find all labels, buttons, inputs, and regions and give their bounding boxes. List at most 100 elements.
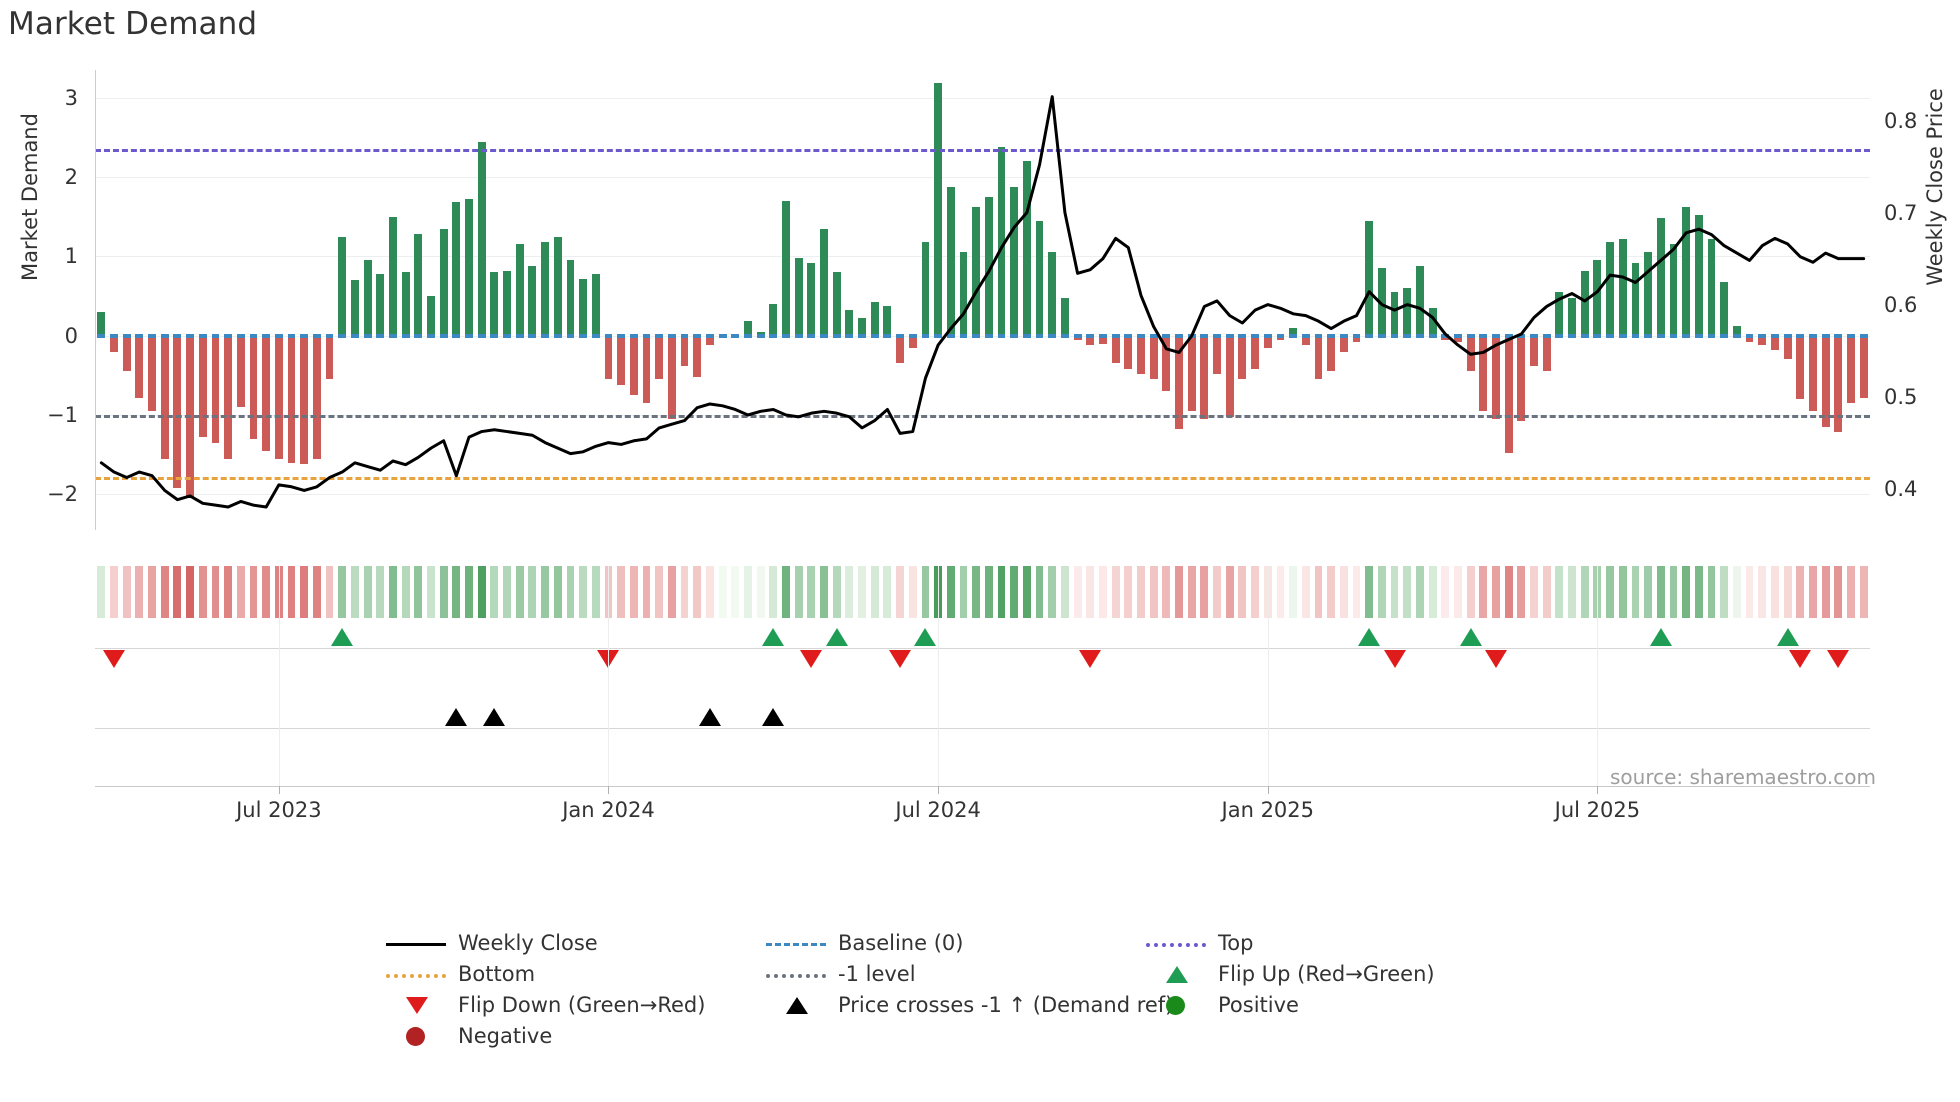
demand-bar <box>198 335 207 438</box>
intensity-cell <box>566 566 575 618</box>
intensity-cell <box>693 566 702 618</box>
intensity-cell <box>921 566 930 618</box>
y-axis-right-label: Weekly Close Price <box>1923 88 1947 286</box>
legend-item[interactable]: Negative <box>380 1021 552 1051</box>
y-tick-right: 0.5 <box>1884 384 1918 409</box>
intensity-cell <box>984 566 993 618</box>
y-tick-right: 0.7 <box>1884 200 1918 225</box>
intensity-cell <box>401 566 410 618</box>
x-tick-label: Jan 2025 <box>1221 798 1315 822</box>
intensity-cell <box>541 566 550 618</box>
demand-bar <box>262 335 271 451</box>
demand-bar <box>997 146 1006 336</box>
intensity-cell <box>934 566 943 618</box>
intensity-cell <box>1758 566 1767 618</box>
demand-bar <box>503 270 511 336</box>
intensity-cell <box>1149 566 1158 618</box>
intensity-cell <box>198 566 207 618</box>
intensity-cell <box>1732 566 1741 618</box>
y-tick-left: 0 <box>64 323 78 348</box>
intensity-cell <box>1631 566 1640 618</box>
legend-item[interactable]: Flip Up (Red→Green) <box>1140 959 1435 989</box>
intensity-cell <box>389 566 397 618</box>
intensity-cell <box>1441 566 1450 618</box>
price-cross-marker <box>483 708 506 726</box>
demand-bar <box>1618 238 1627 336</box>
legend-item[interactable]: Positive <box>1140 990 1299 1020</box>
legend-line-icon <box>760 959 832 989</box>
intensity-cell <box>820 566 828 618</box>
demand-bar <box>211 335 220 443</box>
legend-item[interactable]: Flip Down (Green→Red) <box>380 990 705 1020</box>
legend-item[interactable]: Baseline (0) <box>760 928 963 958</box>
intensity-cell <box>579 566 588 618</box>
demand-bar <box>769 303 778 336</box>
intensity-cell <box>782 566 790 618</box>
intensity-cell <box>325 566 334 618</box>
demand-bar <box>1720 281 1729 336</box>
gridline <box>95 494 1870 496</box>
demand-bar <box>1809 335 1817 412</box>
demand-bar <box>807 262 816 336</box>
intensity-cell <box>1099 566 1107 618</box>
legend-label: Flip Down (Green→Red) <box>458 993 706 1017</box>
demand-bar <box>135 335 144 398</box>
intensity-cell <box>1390 566 1399 618</box>
x-guide-line <box>938 566 940 786</box>
legend-line-swatch <box>766 943 826 946</box>
intensity-cell <box>1263 566 1272 618</box>
demand-bar <box>1530 335 1538 366</box>
price-cross-marker <box>762 708 785 726</box>
intensity-cell <box>1035 566 1044 618</box>
demand-bar <box>553 236 562 336</box>
legend-line-icon <box>760 928 832 958</box>
demand-bar <box>1377 268 1386 336</box>
legend-item[interactable]: Price crosses -1 ↑ (Demand ref) <box>760 990 1173 1020</box>
demand-bar <box>338 236 347 336</box>
intensity-cell <box>376 566 385 618</box>
intensity-cell <box>211 566 220 618</box>
intensity-cell <box>718 566 727 618</box>
x-tick-mark <box>938 786 940 794</box>
intensity-cell <box>1593 566 1602 618</box>
legend-item[interactable]: Weekly Close <box>380 928 598 958</box>
intensity-cell <box>1682 566 1691 618</box>
demand-bar <box>1783 335 1792 360</box>
demand-bar <box>122 335 131 372</box>
intensity-cell <box>1428 566 1437 618</box>
x-tick-label: Jul 2025 <box>1554 798 1641 822</box>
demand-bar <box>1466 335 1475 372</box>
gridline <box>95 177 1870 179</box>
intensity-cell <box>1377 566 1386 618</box>
flip-down-marker <box>889 650 912 668</box>
legend-item[interactable]: -1 level <box>760 959 916 989</box>
demand-bar <box>1415 265 1424 336</box>
demand-bar <box>984 196 993 336</box>
demand-bar <box>1694 215 1703 336</box>
demand-bar <box>1542 335 1551 372</box>
demand-bar <box>1111 335 1120 364</box>
intensity-cell <box>731 566 740 618</box>
demand-bar <box>1796 335 1805 400</box>
x-guide-line <box>278 566 280 786</box>
intensity-cell <box>300 566 309 618</box>
demand-bar <box>604 335 613 380</box>
flip-marker-axis <box>95 648 1870 649</box>
legend-item[interactable]: Bottom <box>380 959 535 989</box>
intensity-cell <box>1365 566 1374 618</box>
flip-down-marker <box>1079 650 1102 668</box>
legend-label: Negative <box>458 1024 553 1048</box>
legend-item[interactable]: Top <box>1140 928 1253 958</box>
flip-down-marker <box>800 650 823 668</box>
demand-bar <box>1847 335 1855 404</box>
intensity-cell <box>908 566 917 618</box>
price-cross-marker <box>698 708 721 726</box>
intensity-cell <box>1542 566 1551 618</box>
x-tick-mark <box>1597 786 1599 794</box>
demand-bar <box>1821 335 1830 427</box>
flip-up-marker <box>825 628 848 646</box>
intensity-cell <box>1517 566 1526 618</box>
intensity-cell <box>858 566 866 618</box>
legend-label: Positive <box>1218 993 1299 1017</box>
